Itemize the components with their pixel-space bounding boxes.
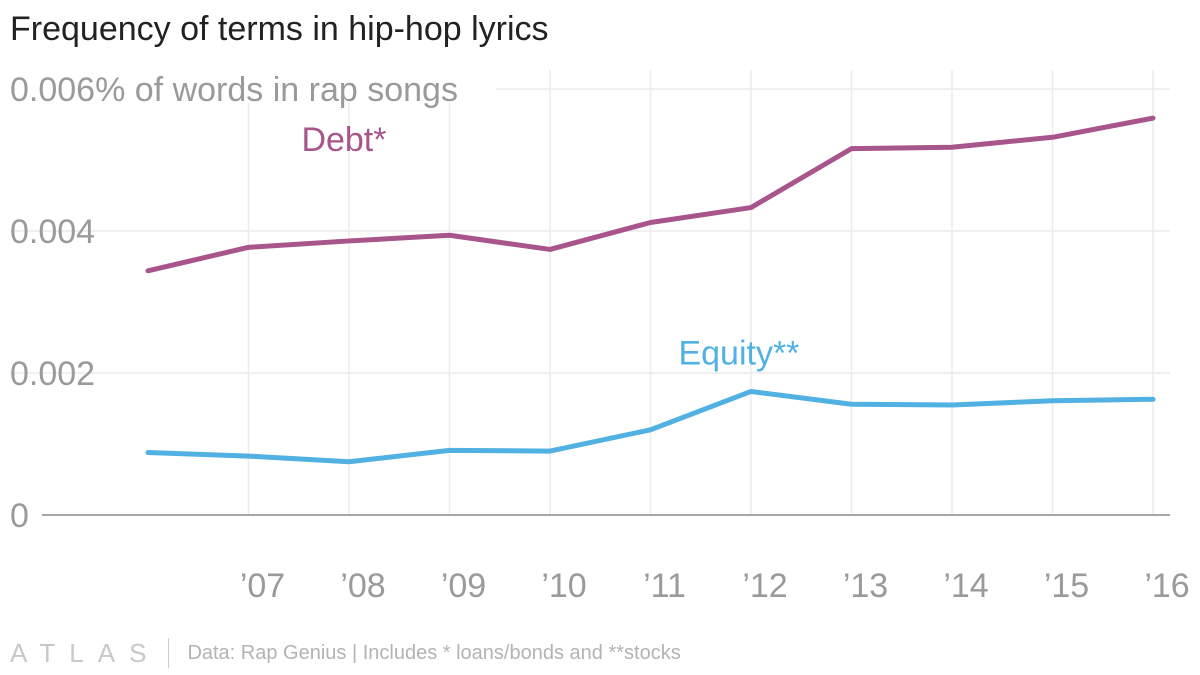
y-unit-label-backing xyxy=(8,63,496,103)
x-tick-label-08: ’08 xyxy=(340,567,385,605)
x-tick-label-07: ’07 xyxy=(240,567,285,605)
x-axis-ticks: ’07 ’08 ’09 ’10 ’11 ’12 ’13 ’14 ’15 ’16 xyxy=(240,567,1190,605)
x-tick-label-09: ’09 xyxy=(441,567,486,605)
series-lines xyxy=(145,115,1156,465)
x-tick-label-11: ’11 xyxy=(643,567,686,605)
y-tick-label-3: 0.006% of words in rap songs xyxy=(10,71,458,109)
x-tick-label-13: ’13 xyxy=(843,567,888,605)
brand-logo: ATLAS xyxy=(10,637,161,668)
series-label-debt: Debt* xyxy=(301,121,386,159)
y-unit-label: % of words in rap songs xyxy=(95,71,458,109)
series-label-equity: Equity** xyxy=(678,334,799,372)
x-tick-label-15: ’15 xyxy=(1044,567,1089,605)
y-tick-label-1: 0.002 xyxy=(10,355,95,393)
series-line-equity xyxy=(145,388,1156,465)
x-tick-label-12: ’12 xyxy=(742,567,787,605)
y-tick-label-0: 0 xyxy=(10,497,29,535)
x-tick-label-10: ’10 xyxy=(541,567,586,605)
footer: ATLAS Data: Rap Genius | Includes * loan… xyxy=(10,636,681,670)
source-note: Data: Rap Genius | Includes * loans/bond… xyxy=(187,641,681,664)
series-line-debt xyxy=(145,115,1156,274)
grid xyxy=(10,70,1170,515)
footer-divider xyxy=(168,638,170,668)
x-tick-label-14: ’14 xyxy=(943,567,988,605)
y-tick-label-2: 0.004 xyxy=(10,213,95,251)
x-tick-label-16: ’16 xyxy=(1144,567,1189,605)
series-labels: Debt* Equity** xyxy=(301,121,799,373)
chart-title: Frequency of terms in hip-hop lyrics xyxy=(10,10,549,48)
y-axis-ticks: 0 0.002 0.004 0.006% of words in rap songs xyxy=(8,63,496,535)
